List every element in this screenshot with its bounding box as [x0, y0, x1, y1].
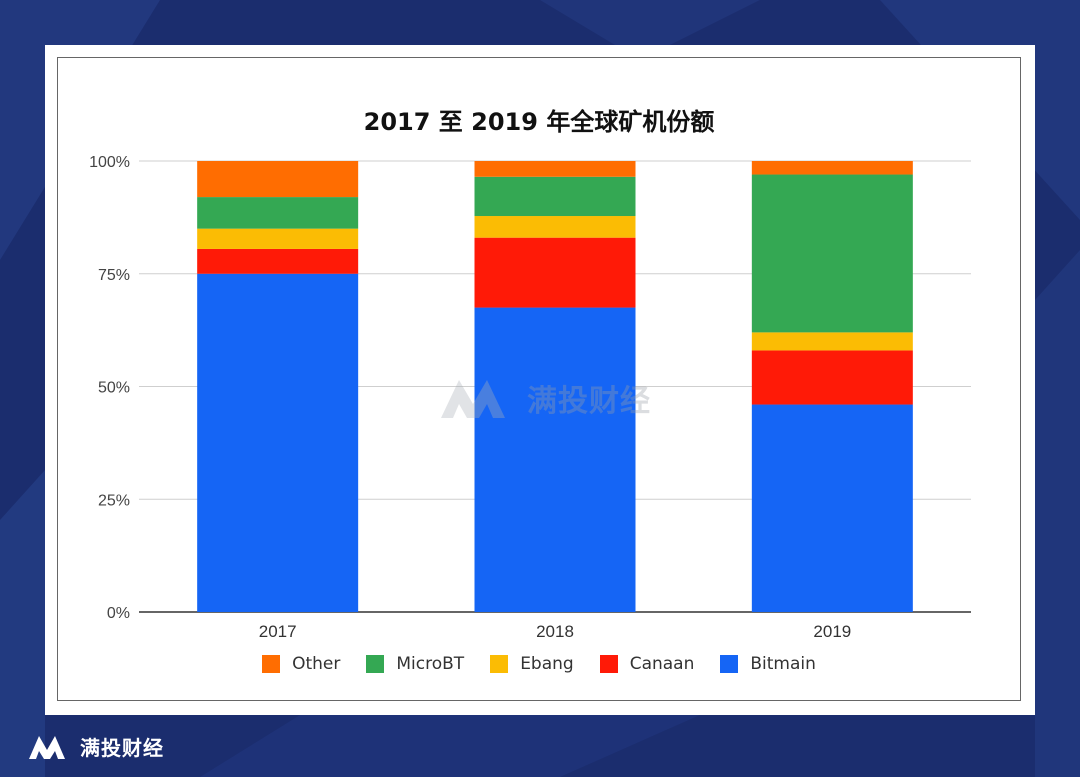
brand-footer: 满投财经: [28, 732, 164, 761]
legend-swatch-canaan: [599, 655, 618, 673]
bar-segment-other: [474, 161, 636, 177]
ma-logo-icon: [29, 735, 65, 759]
legend-label-other: Other: [292, 654, 341, 674]
y-tick-label: 0%: [107, 605, 130, 622]
bar-segment-other: [751, 161, 913, 175]
bar-segment-bitmain: [197, 273, 359, 612]
legend-swatch-other: [262, 655, 281, 673]
legend-item-other: Other: [262, 654, 340, 674]
legend-swatch-microbt: [366, 655, 385, 673]
legend-label-microbt: MicroBT: [396, 654, 465, 674]
bar-segment-microbt: [751, 174, 913, 333]
legend-item-canaan: Canaan: [599, 654, 695, 674]
legend-item-ebang: Ebang: [490, 654, 574, 674]
bar-segment-canaan: [751, 350, 913, 405]
bar-segment-other: [197, 161, 359, 198]
bar-segment-ebang: [197, 228, 359, 249]
x-tick-label: 2019: [813, 622, 851, 641]
legend: Other MicroBT Ebang Canaan Bitmain: [58, 654, 1020, 674]
y-tick-label: 75%: [98, 267, 130, 284]
bar-segment-bitmain: [751, 404, 913, 612]
bar-segment-canaan: [197, 248, 359, 274]
legend-item-bitmain: Bitmain: [720, 654, 816, 674]
y-tick-label: 50%: [98, 380, 130, 397]
x-tick-label: 2017: [259, 622, 297, 641]
bar-segment-ebang: [474, 216, 636, 238]
legend-swatch-ebang: [490, 655, 509, 673]
bar-segment-microbt: [474, 176, 636, 217]
watermark-logo-icon: [441, 380, 505, 418]
legend-label-ebang: Ebang: [520, 654, 574, 674]
watermark: 满投财经: [439, 376, 651, 420]
bar-segment-canaan: [474, 237, 636, 308]
y-tick-label: 25%: [98, 492, 130, 509]
x-tick-label: 2018: [536, 622, 574, 641]
chart-title: 2017 至 2019 年全球矿机份额: [363, 108, 715, 136]
chart-frame: 2017 至 2019 年全球矿机份额 0% 25% 50% 75% 100% 2017 2…: [57, 57, 1021, 701]
brand-name: 满投财经: [80, 736, 164, 760]
watermark-text: 满投财经: [527, 384, 651, 419]
bar-segment-bitmain: [474, 307, 636, 612]
bar-segment-microbt: [197, 197, 359, 229]
chart-card: 2017 至 2019 年全球矿机份额 0% 25% 50% 75% 100% 2017 2…: [45, 45, 1035, 715]
legend-swatch-bitmain: [720, 655, 739, 673]
legend-label-bitmain: Bitmain: [750, 654, 816, 674]
legend-label-canaan: Canaan: [629, 654, 695, 674]
bar-segment-ebang: [751, 332, 913, 351]
legend-item-microbt: MicroBT: [366, 654, 464, 674]
chart-plot: 0% 25% 50% 75% 100% 2017 2018 2019: [89, 154, 971, 641]
y-tick-label: 100%: [89, 154, 130, 171]
